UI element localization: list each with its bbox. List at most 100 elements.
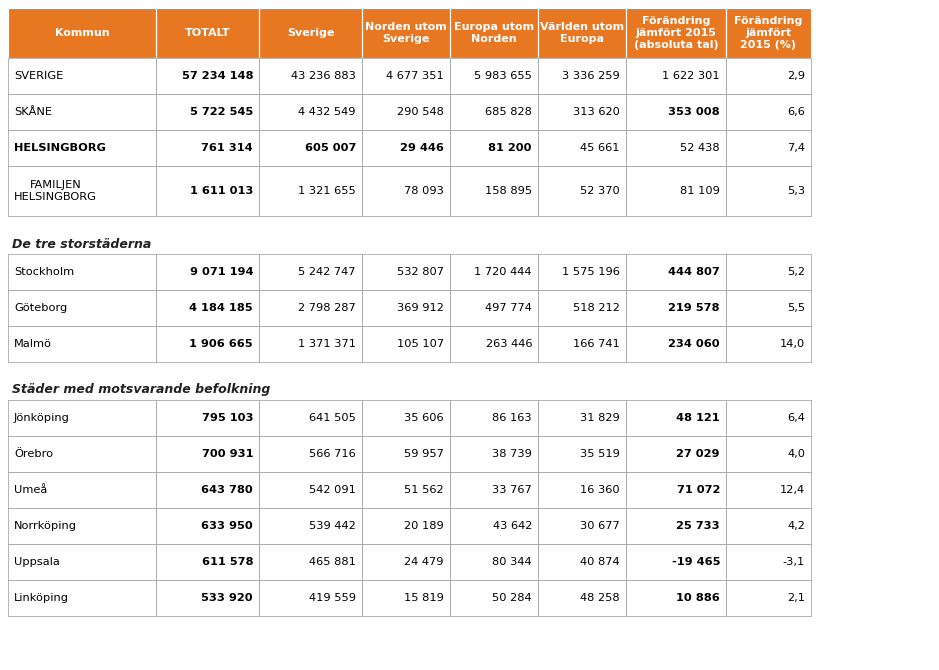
- Text: 219 578: 219 578: [669, 303, 720, 313]
- Bar: [362, 436, 450, 472]
- Text: Malmö: Malmö: [14, 339, 52, 349]
- Bar: [626, 58, 726, 94]
- Text: Norrköping: Norrköping: [14, 521, 77, 531]
- Bar: [726, 508, 811, 544]
- Text: 52 370: 52 370: [580, 186, 620, 196]
- Bar: [450, 326, 538, 362]
- Bar: [156, 94, 259, 130]
- Text: 5,3: 5,3: [787, 186, 805, 196]
- Bar: [726, 472, 811, 508]
- Text: 45 661: 45 661: [580, 143, 620, 153]
- Text: 6,4: 6,4: [787, 413, 805, 423]
- Bar: [8, 400, 156, 436]
- Bar: [362, 508, 450, 544]
- Bar: [259, 290, 362, 326]
- Text: 29 446: 29 446: [400, 143, 444, 153]
- Bar: [362, 58, 450, 94]
- Text: De tre storstäderna: De tre storstäderna: [12, 237, 151, 251]
- Text: 419 559: 419 559: [309, 593, 356, 603]
- Text: 5 722 545: 5 722 545: [190, 107, 253, 117]
- Bar: [726, 544, 811, 580]
- Text: 16 360: 16 360: [580, 485, 620, 495]
- Bar: [362, 254, 450, 290]
- Text: 2,1: 2,1: [787, 593, 805, 603]
- Bar: [726, 326, 811, 362]
- Text: 533 920: 533 920: [201, 593, 253, 603]
- Bar: [726, 94, 811, 130]
- Text: 633 950: 633 950: [201, 521, 253, 531]
- Bar: [259, 166, 362, 216]
- Text: Örebro: Örebro: [14, 449, 54, 459]
- Text: 313 620: 313 620: [573, 107, 620, 117]
- Bar: [626, 130, 726, 166]
- Text: 30 677: 30 677: [580, 521, 620, 531]
- Bar: [8, 130, 156, 166]
- Text: 1 321 655: 1 321 655: [299, 186, 356, 196]
- Bar: [538, 166, 626, 216]
- Text: Umeå: Umeå: [14, 485, 47, 495]
- Bar: [8, 326, 156, 362]
- Bar: [156, 436, 259, 472]
- Text: 6,6: 6,6: [787, 107, 805, 117]
- Text: 105 107: 105 107: [397, 339, 444, 349]
- Text: 4,2: 4,2: [787, 521, 805, 531]
- Text: 7,4: 7,4: [787, 143, 805, 153]
- Bar: [8, 436, 156, 472]
- Text: 465 881: 465 881: [309, 557, 356, 567]
- Text: 2,9: 2,9: [787, 71, 805, 81]
- Text: 1 622 301: 1 622 301: [662, 71, 720, 81]
- Text: Förändring
jämfört 2015
(absoluta tal): Förändring jämfört 2015 (absoluta tal): [634, 16, 718, 50]
- Text: 3 336 259: 3 336 259: [562, 71, 620, 81]
- Bar: [626, 8, 726, 58]
- Text: 40 874: 40 874: [580, 557, 620, 567]
- Text: Stockholm: Stockholm: [14, 267, 74, 277]
- Bar: [726, 290, 811, 326]
- Text: 48 121: 48 121: [676, 413, 720, 423]
- Bar: [156, 508, 259, 544]
- Bar: [362, 94, 450, 130]
- Bar: [8, 544, 156, 580]
- Bar: [8, 254, 156, 290]
- Bar: [538, 508, 626, 544]
- Text: 80 344: 80 344: [492, 557, 532, 567]
- Text: 51 562: 51 562: [405, 485, 444, 495]
- Text: 9 071 194: 9 071 194: [190, 267, 253, 277]
- Text: Linköping: Linköping: [14, 593, 69, 603]
- Text: 2 798 287: 2 798 287: [299, 303, 356, 313]
- Bar: [450, 166, 538, 216]
- Text: 48 258: 48 258: [580, 593, 620, 603]
- Text: 1 906 665: 1 906 665: [190, 339, 253, 349]
- Text: 641 505: 641 505: [309, 413, 356, 423]
- Bar: [156, 472, 259, 508]
- Text: 685 828: 685 828: [485, 107, 532, 117]
- Text: 566 716: 566 716: [309, 449, 356, 459]
- Bar: [259, 508, 362, 544]
- Bar: [726, 58, 811, 94]
- Bar: [362, 130, 450, 166]
- Bar: [156, 254, 259, 290]
- Bar: [726, 130, 811, 166]
- Bar: [156, 290, 259, 326]
- Bar: [259, 254, 362, 290]
- Bar: [450, 472, 538, 508]
- Text: 234 060: 234 060: [669, 339, 720, 349]
- Text: 369 912: 369 912: [397, 303, 444, 313]
- Text: 1 371 371: 1 371 371: [298, 339, 356, 349]
- Bar: [726, 8, 811, 58]
- Bar: [362, 400, 450, 436]
- Bar: [8, 8, 156, 58]
- Text: 4 432 549: 4 432 549: [299, 107, 356, 117]
- Text: 532 807: 532 807: [397, 267, 444, 277]
- Text: -19 465: -19 465: [671, 557, 720, 567]
- Text: 57 234 148: 57 234 148: [181, 71, 253, 81]
- Bar: [156, 326, 259, 362]
- Bar: [362, 8, 450, 58]
- Text: 25 733: 25 733: [676, 521, 720, 531]
- Text: 444 807: 444 807: [669, 267, 720, 277]
- Bar: [8, 580, 156, 616]
- Bar: [538, 94, 626, 130]
- Text: 700 931: 700 931: [202, 449, 253, 459]
- Bar: [538, 290, 626, 326]
- Text: 86 163: 86 163: [492, 413, 532, 423]
- Text: 43 642: 43 642: [493, 521, 532, 531]
